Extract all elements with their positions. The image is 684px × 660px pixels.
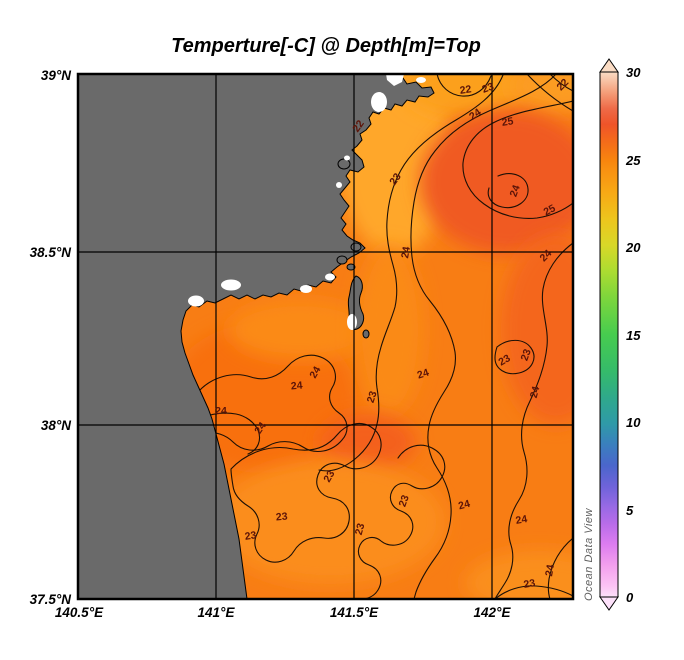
no-data-patch [371,92,387,112]
odv-credit: Ocean Data View [583,508,595,601]
contour-value-label: 24 [457,498,472,513]
contour-value-label: 23 [397,493,412,508]
graticule [78,74,573,599]
contour-value-label: 24 [416,367,431,382]
x-tick-label: 140.5°E [55,605,104,620]
island [350,242,362,252]
y-tick-label: 39°N [41,68,71,83]
contour-22-corner [549,74,573,92]
x-tick-label: 142°E [474,605,512,620]
x-axis: 140.5°E 141°E 141.5°E 142°E [55,605,512,620]
contour-value-label: 23 [496,352,512,368]
contour-value-label: 24 [307,364,323,380]
contour-24-bay [198,354,348,453]
contour-value-label: 22 [459,83,472,97]
contour-24-coast [189,412,261,455]
contour-value-label: 23 [519,347,534,362]
y-axis: 39°N 38.5°N 38°N 37.5°N [30,68,72,607]
contour-value-label: 23 [480,80,495,95]
contour-value-label: 24 [515,513,529,527]
island [346,263,356,271]
plot-border [76,72,575,601]
contour-24-eddy [487,173,529,209]
contour-24-bottom-right [547,537,573,599]
no-data-patch [325,273,335,281]
colorbar-tick-label: 0 [626,590,634,605]
contour-23-south-b [357,444,446,599]
x-tick-label: 141°E [198,605,236,620]
contour-value-label: 23 [275,511,288,524]
contour-value-label: 23 [523,577,537,591]
contour-24-main [410,74,557,599]
contour-value-label: 23 [353,522,368,537]
colorbar-tick-label: 25 [625,153,641,168]
contour-23-right-eddy [494,339,535,375]
contour-value-label: 24 [508,183,523,198]
y-tick-label: 38°N [41,418,71,433]
no-data-patch [347,314,357,330]
contour-value-label: 23 [321,468,337,484]
contour-value-label: 23 [244,529,257,543]
no-data-patch [386,74,404,86]
no-data-patch [336,182,342,188]
contour-23-corner [526,74,573,112]
island [336,255,348,265]
contour-25-loop [462,100,573,219]
no-data-patch [188,295,204,307]
island [362,329,370,339]
no-data-patch [344,155,350,161]
y-tick-label: 38.5°N [30,245,72,260]
contour-value-label: 25 [501,115,514,129]
contour-value-label: 24 [528,385,543,400]
x-tick-label: 141.5°E [330,605,379,620]
contour-value-label: 24 [215,405,227,417]
colorbar-arrow-down-icon [599,596,619,611]
contour-23-bottom [494,585,573,599]
figure-title: Temperture[-C] @ Depth[m]=Top [171,35,481,57]
colorbar: 30 25 20 15 10 5 0 Ocean Data View [583,58,641,611]
contour-value-label: 24 [399,246,413,260]
contour-24-right [494,242,573,599]
contour-value-label: 24 [543,564,557,578]
contour-value-label: 24 [290,380,303,393]
no-data-patches [188,74,426,330]
contour-22-loop [436,74,492,97]
contour-value-label: 23 [365,390,380,405]
colorbar-arrow-up-icon [599,58,619,73]
contour-value-label: 25 [542,202,558,218]
colorbar-tick-labels: 30 25 20 15 10 5 0 [625,65,641,605]
colorbar-tick-label: 10 [626,415,641,430]
no-data-patch [416,77,426,83]
colorbar-tick-label: 30 [626,65,641,80]
map-plot [76,72,575,601]
colorbar-tick-label: 5 [626,503,634,518]
island [337,158,351,170]
y-tick-label: 37.5°N [30,592,72,607]
colorbar-tick-label: 15 [626,328,641,343]
colorbar-gradient [599,71,619,598]
no-data-patch [300,285,312,293]
contour-23-long [318,74,504,472]
no-data-patch [221,279,241,291]
colorbar-tick-label: 20 [625,240,641,255]
